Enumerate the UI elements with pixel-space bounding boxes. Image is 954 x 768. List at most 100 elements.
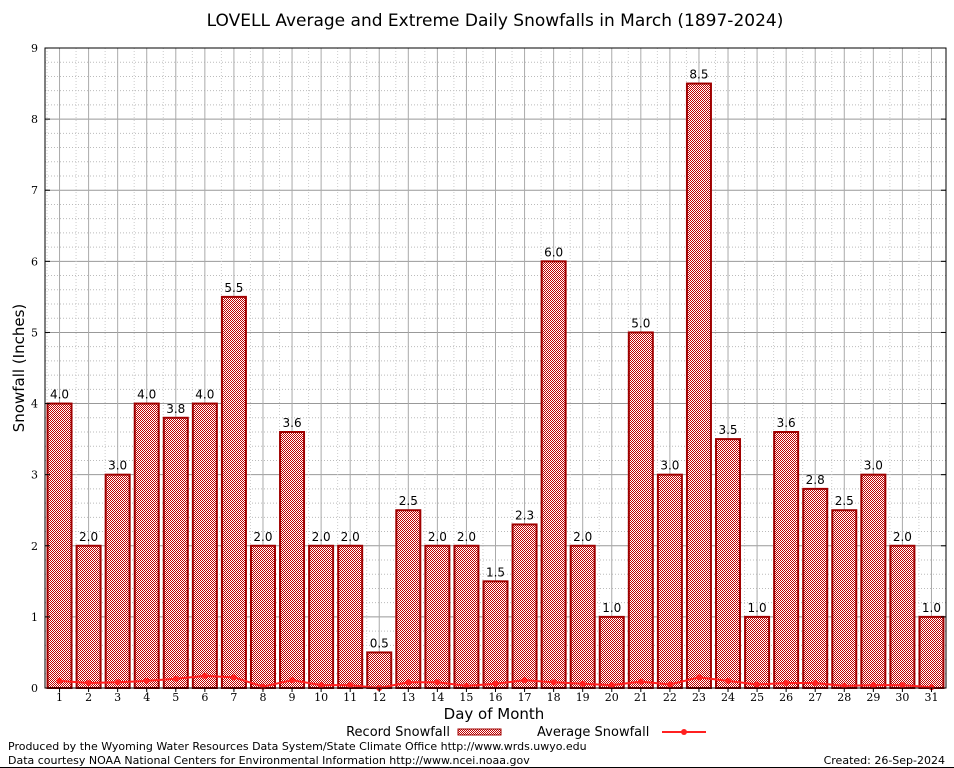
record-bar (162, 416, 189, 689)
x-tick-label: 13 (401, 691, 415, 704)
bar-value-label: 4.0 (50, 388, 69, 402)
x-tick-label: 20 (605, 691, 619, 704)
record-bar (569, 544, 596, 689)
record-bar (773, 431, 800, 689)
average-point (899, 682, 906, 689)
record-bar (279, 431, 306, 689)
record-bar (656, 473, 683, 689)
x-tick-label: 3 (114, 691, 121, 704)
record-bar (482, 580, 509, 689)
x-tick-label: 9 (289, 691, 296, 704)
x-tick-label: 19 (576, 691, 590, 704)
legend-record-swatch (457, 728, 502, 736)
record-bar (191, 402, 218, 689)
bar-value-label: 4.0 (137, 388, 156, 402)
legend-record-label: Record Snowfall (346, 725, 450, 740)
average-point (870, 682, 877, 689)
x-tick-label: 7 (230, 691, 237, 704)
x-tick-label: 27 (808, 691, 822, 704)
average-point (143, 677, 150, 684)
bar-value-label: 3.0 (660, 459, 679, 473)
y-tick-label: 5 (31, 326, 38, 339)
x-tick-label: 31 (924, 691, 938, 704)
average-point (230, 674, 237, 681)
average-point (347, 682, 354, 689)
record-bar (337, 544, 364, 689)
x-tick-label: 23 (692, 691, 706, 704)
x-tick-label: 29 (866, 691, 880, 704)
bar-value-label: 2.5 (835, 494, 854, 508)
x-tick-label: 15 (459, 691, 473, 704)
record-bar (395, 509, 422, 689)
record-bar (860, 473, 887, 689)
x-tick-label: 28 (837, 691, 851, 704)
x-tick-label: 5 (172, 691, 179, 704)
record-bar (627, 331, 654, 689)
bar-value-label: 2.8 (806, 473, 825, 487)
chart-title: LOVELL Average and Extreme Daily Snowfal… (207, 11, 784, 31)
average-point (172, 675, 179, 682)
y-axis-label: Snowfall (Inches) (10, 304, 28, 432)
bar-value-label: 1.0 (922, 601, 941, 615)
bar-value-label: 3.5 (718, 423, 737, 437)
average-point (405, 679, 412, 686)
record-bar (889, 544, 916, 689)
record-bar (831, 509, 858, 689)
record-bar (802, 487, 829, 689)
bar-value-label: 3.6 (283, 416, 302, 430)
bar-value-label: 3.6 (777, 416, 796, 430)
record-bar (540, 260, 567, 689)
x-tick-label: 24 (721, 691, 735, 704)
average-point (492, 680, 499, 687)
bar-value-label: 2.0 (428, 530, 447, 544)
bar-value-label: 2.0 (457, 530, 476, 544)
y-tick-label: 8 (31, 113, 38, 126)
average-point (550, 679, 557, 686)
record-bar (424, 544, 451, 689)
x-tick-label: 11 (343, 691, 357, 704)
record-bar (220, 295, 247, 689)
average-point (725, 677, 732, 684)
average-point (463, 682, 470, 689)
x-tick-label: 14 (430, 691, 444, 704)
bar-value-label: 1.0 (748, 601, 767, 615)
x-tick-label: 4 (143, 691, 150, 704)
x-tick-label: 22 (663, 691, 677, 704)
x-tick-label: 26 (779, 691, 793, 704)
x-tick-label: 30 (895, 691, 909, 704)
bar-value-label: 1.5 (486, 565, 505, 579)
legend-average-label: Average Snowfall (537, 725, 649, 740)
y-tick-label: 3 (31, 469, 38, 482)
average-point (841, 682, 848, 689)
record-bar (133, 402, 160, 689)
bar-value-label: 1.0 (602, 601, 621, 615)
record-bar (598, 615, 625, 690)
record-bar (744, 615, 771, 690)
average-point (56, 677, 63, 684)
bar-value-label: 2.0 (893, 530, 912, 544)
average-point (637, 678, 644, 685)
record-bar (104, 473, 131, 689)
footer-courtesy: Data courtesy NOAA National Centers for … (8, 754, 530, 767)
x-tick-label: 1 (56, 691, 63, 704)
footer-produced-by: Produced by the Wyoming Water Resources … (8, 740, 587, 753)
bar-value-label: 5.5 (224, 281, 243, 295)
y-tick-label: 6 (31, 255, 38, 268)
bar-value-label: 2.0 (79, 530, 98, 544)
x-tick-label: 18 (547, 691, 561, 704)
record-bar (249, 544, 276, 689)
average-point (695, 674, 702, 681)
record-bar (75, 544, 102, 689)
bar-value-label: 3.8 (166, 402, 185, 416)
bar-value-label: 8.5 (689, 68, 708, 82)
average-point (928, 684, 935, 691)
bar-value-label: 3.0 (108, 459, 127, 473)
bar-value-label: 5.0 (631, 316, 650, 330)
average-point (608, 682, 615, 689)
x-tick-label: 21 (634, 691, 648, 704)
y-tick-label: 1 (31, 611, 38, 624)
bar-value-label: 2.0 (253, 530, 272, 544)
bar-value-label: 0.5 (370, 636, 389, 650)
x-axis-label: Day of Month (444, 705, 545, 723)
